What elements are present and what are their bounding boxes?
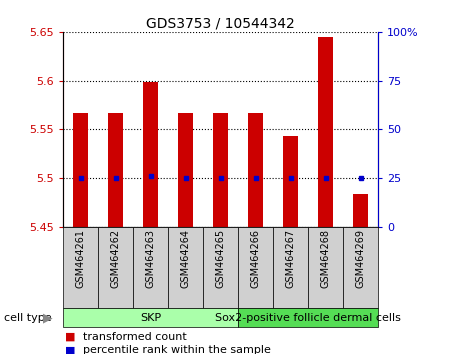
Bar: [248, 113, 263, 227]
Text: percentile rank within the sample: percentile rank within the sample: [83, 346, 271, 354]
Text: ■: ■: [65, 332, 76, 342]
Text: transformed count: transformed count: [83, 332, 187, 342]
Bar: [343, 227, 378, 308]
Bar: [63, 227, 98, 308]
Text: GSM464266: GSM464266: [251, 229, 261, 288]
Text: GSM464269: GSM464269: [356, 229, 365, 288]
Bar: [238, 308, 378, 327]
Bar: [108, 113, 123, 227]
Text: GSM464265: GSM464265: [216, 229, 225, 288]
Bar: [212, 113, 228, 227]
Text: ■: ■: [65, 346, 76, 354]
Text: SKP: SKP: [140, 313, 161, 323]
Text: GSM464268: GSM464268: [320, 229, 330, 288]
Text: GSM464267: GSM464267: [285, 229, 296, 288]
Bar: [238, 227, 273, 308]
Bar: [168, 227, 203, 308]
Bar: [143, 82, 158, 227]
Bar: [98, 227, 133, 308]
Bar: [178, 113, 194, 227]
Text: Sox2-positive follicle dermal cells: Sox2-positive follicle dermal cells: [215, 313, 401, 323]
Title: GDS3753 / 10544342: GDS3753 / 10544342: [146, 17, 295, 31]
Bar: [308, 227, 343, 308]
Text: GSM464261: GSM464261: [76, 229, 86, 288]
Bar: [273, 227, 308, 308]
Text: ▶: ▶: [43, 311, 52, 324]
Text: GSM464263: GSM464263: [145, 229, 156, 288]
Bar: [318, 37, 333, 227]
Text: cell type: cell type: [4, 313, 52, 323]
Bar: [133, 227, 168, 308]
Bar: [72, 113, 88, 227]
Text: GSM464264: GSM464264: [180, 229, 190, 288]
Bar: [63, 308, 238, 327]
Bar: [283, 136, 298, 227]
Bar: [353, 194, 369, 227]
Bar: [203, 227, 238, 308]
Text: GSM464262: GSM464262: [111, 229, 121, 288]
